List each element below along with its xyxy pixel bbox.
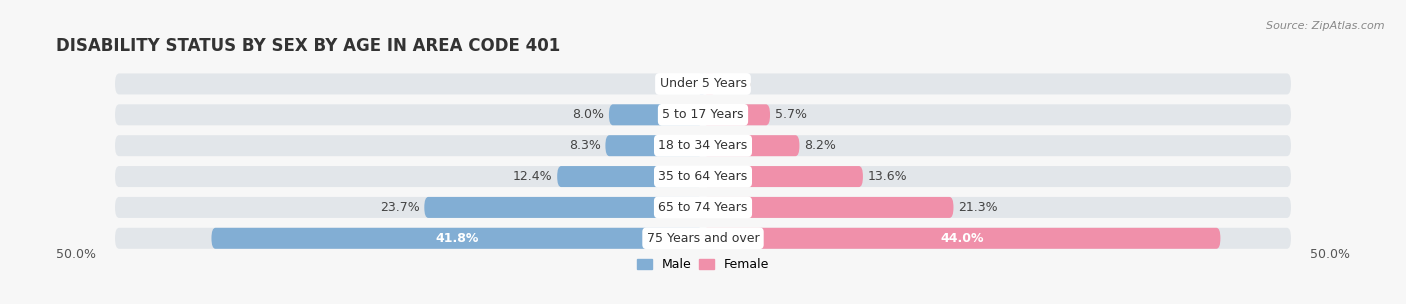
Text: Source: ZipAtlas.com: Source: ZipAtlas.com xyxy=(1267,21,1385,31)
FancyBboxPatch shape xyxy=(115,74,1291,95)
FancyBboxPatch shape xyxy=(115,166,1291,187)
FancyBboxPatch shape xyxy=(703,135,800,156)
FancyBboxPatch shape xyxy=(557,166,703,187)
Text: 1.1%: 1.1% xyxy=(721,78,752,91)
Text: 44.0%: 44.0% xyxy=(941,232,983,245)
FancyBboxPatch shape xyxy=(115,104,1291,125)
Text: 50.0%: 50.0% xyxy=(56,247,96,261)
Text: 5.7%: 5.7% xyxy=(775,108,807,121)
FancyBboxPatch shape xyxy=(703,197,953,218)
FancyBboxPatch shape xyxy=(699,74,704,95)
FancyBboxPatch shape xyxy=(703,104,770,125)
FancyBboxPatch shape xyxy=(609,104,703,125)
Text: 21.3%: 21.3% xyxy=(957,201,998,214)
FancyBboxPatch shape xyxy=(703,74,716,95)
FancyBboxPatch shape xyxy=(115,197,1291,218)
FancyBboxPatch shape xyxy=(115,135,1291,156)
Legend: Male, Female: Male, Female xyxy=(637,258,769,271)
Text: 75 Years and over: 75 Years and over xyxy=(647,232,759,245)
FancyBboxPatch shape xyxy=(115,228,1291,249)
Text: 0.22%: 0.22% xyxy=(657,78,696,91)
Text: 23.7%: 23.7% xyxy=(380,201,419,214)
FancyBboxPatch shape xyxy=(606,135,703,156)
Text: 18 to 34 Years: 18 to 34 Years xyxy=(658,139,748,152)
Text: 41.8%: 41.8% xyxy=(436,232,479,245)
FancyBboxPatch shape xyxy=(211,228,703,249)
FancyBboxPatch shape xyxy=(425,197,703,218)
Text: 8.3%: 8.3% xyxy=(569,139,600,152)
Text: 65 to 74 Years: 65 to 74 Years xyxy=(658,201,748,214)
Text: 8.2%: 8.2% xyxy=(804,139,837,152)
Text: 12.4%: 12.4% xyxy=(513,170,553,183)
FancyBboxPatch shape xyxy=(703,228,1220,249)
Text: 8.0%: 8.0% xyxy=(572,108,605,121)
Text: 35 to 64 Years: 35 to 64 Years xyxy=(658,170,748,183)
Text: 5 to 17 Years: 5 to 17 Years xyxy=(662,108,744,121)
Text: 13.6%: 13.6% xyxy=(868,170,907,183)
FancyBboxPatch shape xyxy=(703,166,863,187)
Text: DISABILITY STATUS BY SEX BY AGE IN AREA CODE 401: DISABILITY STATUS BY SEX BY AGE IN AREA … xyxy=(56,36,561,55)
Text: Under 5 Years: Under 5 Years xyxy=(659,78,747,91)
Text: 50.0%: 50.0% xyxy=(1310,247,1350,261)
